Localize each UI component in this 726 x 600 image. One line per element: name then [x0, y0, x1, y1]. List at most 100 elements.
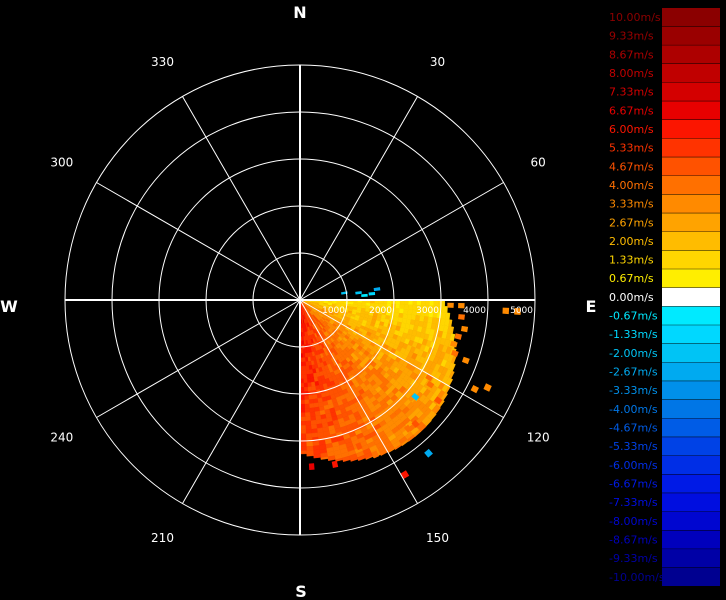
legend-label: -6.00m/s — [609, 459, 658, 472]
radial-line — [299, 96, 418, 301]
echo-return — [450, 340, 458, 348]
legend-label: 8.67m/s — [609, 48, 654, 61]
radial-line — [299, 182, 504, 301]
echo-return — [400, 470, 410, 479]
legend-label: -8.00m/s — [609, 515, 658, 528]
echo-cell — [311, 428, 318, 434]
echo-cell — [306, 454, 314, 457]
echo-cell — [299, 450, 307, 455]
echo-cell — [310, 424, 318, 430]
range-label: 3000 — [416, 306, 439, 316]
echo-cell — [310, 381, 316, 387]
azimuth-label: 150 — [426, 531, 449, 545]
range-label: 2000 — [369, 306, 392, 316]
echo-return — [460, 325, 469, 333]
legend-label: -6.67m/s — [609, 478, 658, 491]
legend-swatch — [662, 474, 720, 493]
azimuth-label: 300 — [50, 156, 73, 170]
echo-cell — [310, 419, 317, 426]
echo-cell — [303, 386, 309, 392]
echo-cell — [394, 444, 403, 450]
echo-cell — [312, 398, 319, 404]
azimuth-label: 60 — [531, 156, 546, 170]
legend-label: 2.67m/s — [609, 216, 654, 229]
legend-swatch — [662, 530, 720, 549]
legend-label: 4.00m/s — [609, 179, 654, 192]
echo-cell — [306, 373, 311, 379]
echo-cell — [445, 312, 451, 320]
legend-label: 6.67m/s — [609, 104, 654, 117]
radial-line — [96, 299, 301, 418]
echo-cell — [302, 357, 306, 363]
legend-label: 10.00m/s — [609, 11, 661, 24]
legend-swatch — [662, 549, 720, 568]
echo-cell — [307, 386, 313, 392]
legend-label: 3.33m/s — [609, 198, 654, 211]
echo-cell — [303, 378, 308, 384]
range-label: 1000 — [322, 306, 345, 316]
echo-cell — [305, 420, 312, 426]
echo-cell — [302, 365, 307, 371]
echo-return — [368, 291, 376, 296]
azimuth-label: 330 — [151, 55, 174, 69]
legend-swatch — [662, 101, 720, 120]
legend-swatch — [662, 213, 720, 232]
echo-cell — [307, 382, 312, 388]
cardinal-label-s: S — [295, 582, 307, 600]
echo-return — [451, 349, 459, 357]
echo-cell — [305, 433, 313, 439]
echo-return — [425, 373, 434, 382]
echo-cell — [309, 411, 316, 417]
legend-swatch — [662, 493, 720, 512]
legend-swatch — [662, 194, 720, 213]
echo-cell — [304, 403, 310, 409]
echo-return — [454, 333, 462, 340]
legend-label: -4.00m/s — [609, 403, 658, 416]
echo-cell — [320, 456, 329, 460]
radial-line — [299, 299, 418, 504]
echo-cell — [302, 369, 307, 375]
legend-label: 0.00m/s — [609, 291, 654, 304]
radial-line — [182, 96, 301, 301]
legend-label: 6.00m/s — [609, 123, 654, 136]
echo-cell — [309, 415, 317, 422]
legend-label: 2.00m/s — [609, 235, 654, 248]
echo-cell — [301, 348, 305, 354]
echo-cell — [407, 304, 413, 311]
legend-swatch — [662, 343, 720, 363]
echo-return — [458, 314, 465, 320]
legend-swatch — [662, 8, 720, 27]
legend-swatch — [662, 231, 720, 251]
cardinal-label-e: E — [586, 297, 597, 316]
echo-return — [340, 291, 348, 295]
axis-labels: N E S W 30 60 120 150 210 240 300 330 1000 2000 3000 40… — [0, 3, 596, 600]
echo-return — [355, 442, 363, 451]
echo-cell — [304, 399, 310, 405]
echo-cell — [441, 305, 447, 314]
cardinal-label-n: N — [293, 3, 306, 22]
echo-return — [373, 287, 381, 292]
range-label: 4000 — [463, 306, 486, 316]
legend-swatch — [662, 437, 720, 456]
cardinal-label-w: W — [0, 297, 18, 316]
polar-grid — [64, 64, 536, 536]
legend-swatch — [662, 381, 720, 400]
echo-return — [470, 385, 480, 394]
echo-cell — [350, 457, 359, 462]
echo-cell — [365, 455, 374, 460]
legend-label: 4.67m/s — [609, 160, 654, 173]
legend-label: 9.33m/s — [609, 30, 654, 43]
radial-line — [299, 299, 504, 418]
legend-swatch — [662, 26, 720, 45]
echo-return — [361, 293, 368, 298]
legend-label: -8.67m/s — [609, 534, 658, 547]
azimuth-label: 210 — [151, 531, 174, 545]
legend-swatch — [662, 157, 720, 176]
echo-cell — [304, 416, 311, 422]
legend-label: -10.00m/s — [609, 571, 665, 584]
echo-cell — [305, 437, 313, 443]
azimuth-label: 240 — [50, 431, 73, 445]
legend-label: 8.00m/s — [609, 67, 654, 80]
legend-swatch — [662, 455, 720, 474]
echo-return — [411, 419, 420, 429]
